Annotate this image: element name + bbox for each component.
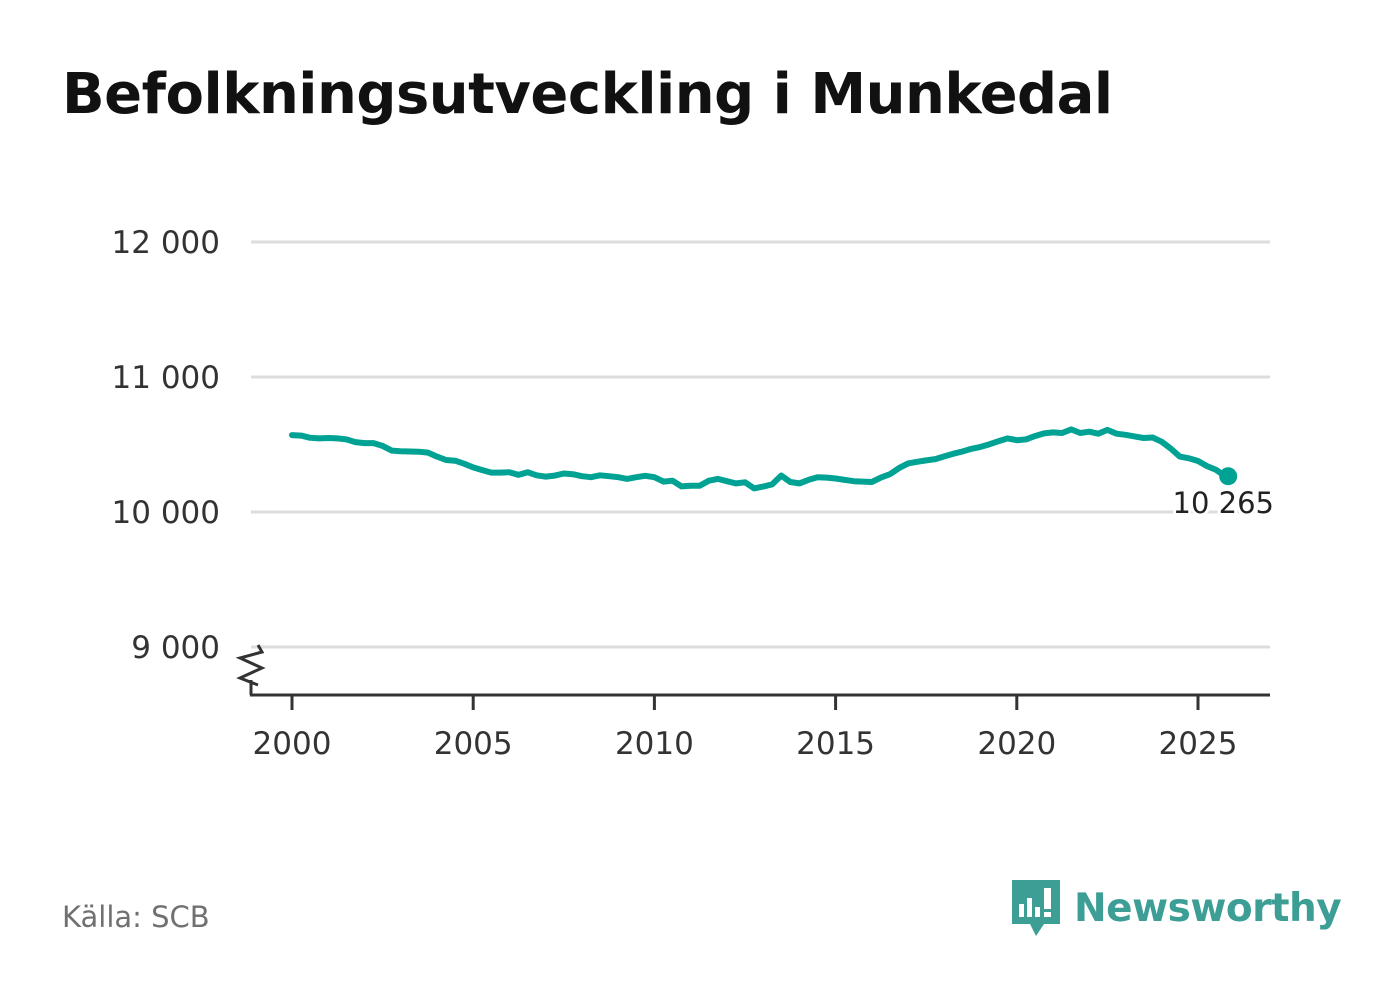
x-axis <box>235 644 1270 697</box>
brand-logo: Newsworthy <box>1010 878 1342 938</box>
gridlines <box>251 240 1270 649</box>
y-tick-label: 12 000 <box>112 225 220 261</box>
brand-name: Newsworthy <box>1074 885 1342 931</box>
x-tick-label: 2010 <box>615 726 694 762</box>
series-group: 10 265 <box>289 426 1277 523</box>
x-ticks: 2000 2005 2010 2015 2020 2025 <box>253 695 1238 762</box>
axis-break-icon <box>235 644 266 687</box>
x-tick-label: 2005 <box>434 726 513 762</box>
end-point-marker <box>1219 467 1238 486</box>
newsworthy-icon <box>1012 880 1060 936</box>
x-tick-label: 2015 <box>796 726 875 762</box>
y-tick-label: 11 000 <box>112 360 220 396</box>
y-tick-labels: 9 000 10 000 11 000 12 000 <box>112 225 220 666</box>
y-tick-label: 10 000 <box>112 495 220 531</box>
x-tick-label: 2025 <box>1159 726 1238 762</box>
series-line <box>289 426 1229 492</box>
chart-title: Befolkningsutveckling i Munkedal <box>62 62 1113 127</box>
end-value-label: 10 265 <box>1173 486 1274 520</box>
x-tick-label: 2000 <box>253 726 332 762</box>
y-tick-label: 9 000 <box>131 630 220 666</box>
source-note: Källa: SCB <box>62 900 210 934</box>
x-tick-label: 2020 <box>977 726 1056 762</box>
line-chart: 9 000 10 000 11 000 12 000 2000 2005 2010 2015… <box>111 225 1277 762</box>
